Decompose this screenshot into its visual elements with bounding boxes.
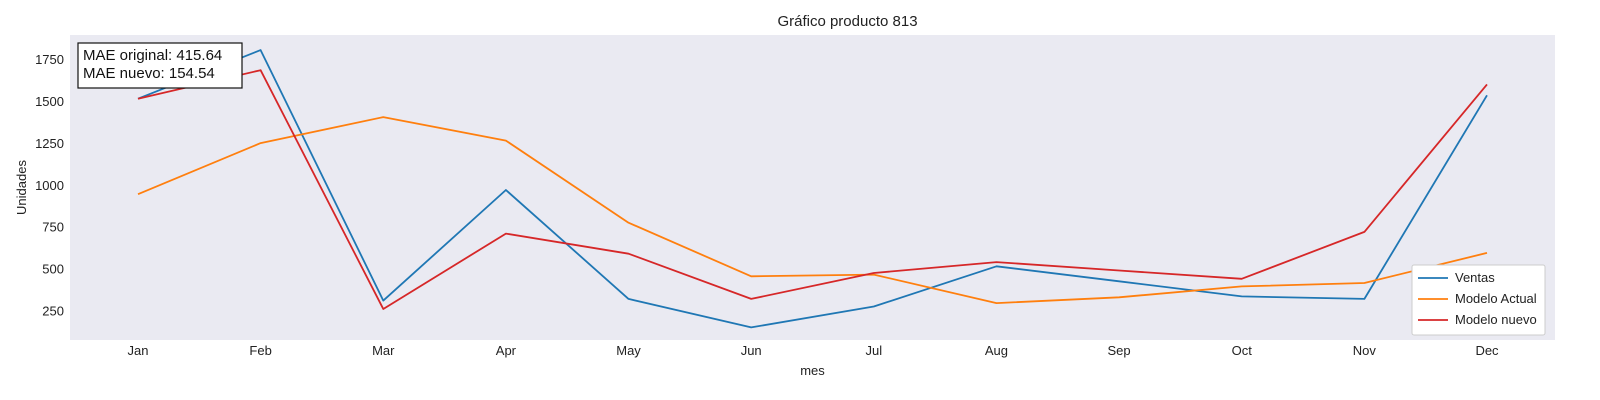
y-tick-label: 1000	[35, 178, 64, 193]
mae-annotation-box	[77, 42, 243, 89]
x-tick-label: Feb	[249, 343, 271, 358]
series-line-modelo-actual	[137, 116, 1488, 305]
x-tick-label: May	[616, 343, 641, 358]
x-tick-label: Jan	[128, 343, 149, 358]
x-tick-label: Sep	[1108, 343, 1131, 358]
y-tick-label: 1750	[35, 52, 64, 67]
x-axis-title: mes	[800, 363, 825, 378]
legend-label: Modelo Actual	[1455, 291, 1537, 306]
x-tick-label: Dec	[1475, 343, 1499, 358]
mae-annotation-text: MAE original: 415.64	[83, 47, 222, 64]
y-axis-title: Unidades	[14, 160, 29, 215]
series-line-modelo-nuevo	[137, 69, 1488, 310]
legend-label: Ventas	[1455, 270, 1495, 285]
y-tick-label: 750	[42, 220, 64, 235]
y-tick-label: 1250	[35, 136, 64, 151]
plot-area	[70, 35, 1555, 340]
y-tick-label: 500	[42, 262, 64, 277]
y-tick-label: 1500	[35, 94, 64, 109]
x-tick-label: Aug	[985, 343, 1008, 358]
y-tick-label: 250	[42, 304, 64, 319]
x-tick-label: Nov	[1353, 343, 1377, 358]
chart-title: Gráfico producto 813	[777, 13, 917, 30]
x-tick-label: Oct	[1232, 343, 1253, 358]
mae-annotation-text: MAE nuevo: 154.54	[83, 65, 215, 82]
x-tick-label: Apr	[496, 343, 517, 358]
x-tick-label: Jul	[866, 343, 883, 358]
legend-box	[1411, 264, 1546, 336]
x-tick-label: Mar	[372, 343, 395, 358]
x-tick-label: Jun	[741, 343, 762, 358]
series-line-ventas	[137, 49, 1488, 329]
legend-label: Modelo nuevo	[1455, 312, 1537, 327]
